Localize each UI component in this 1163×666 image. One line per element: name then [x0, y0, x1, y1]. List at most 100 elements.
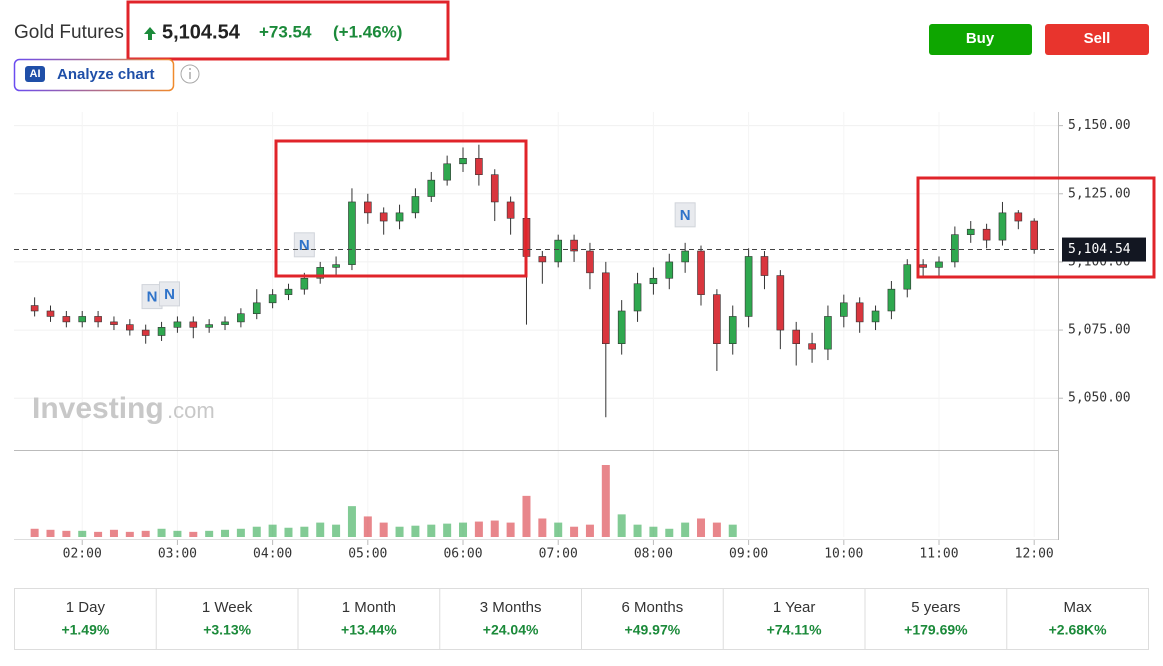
- highlight-box: [274, 139, 528, 278]
- info-icon[interactable]: [180, 64, 200, 84]
- candle-body: [506, 201, 515, 219]
- candle-body: [268, 294, 277, 304]
- buy-button-bg: [929, 24, 1032, 55]
- candle-body: [427, 179, 436, 197]
- performance-cell[interactable]: 5 years +179.69%: [864, 589, 968, 649]
- volume-bar: [363, 516, 372, 537]
- candle-body: [998, 212, 1007, 241]
- performance-cell[interactable]: 1 Year +74.11%: [722, 589, 822, 649]
- volume-bar: [395, 526, 404, 537]
- volume-bar: [585, 524, 594, 537]
- candle-body: [443, 163, 451, 181]
- price-change-pct: (+1.46%): [333, 22, 402, 41]
- period-label: 5 years: [911, 599, 960, 616]
- candle-body: [78, 316, 87, 323]
- candle-body: [490, 174, 499, 203]
- volume-bar: [316, 522, 325, 537]
- news-marker[interactable]: N: [674, 202, 696, 228]
- period-change: +2.68K%: [1049, 622, 1108, 638]
- period-label: 3 Months: [480, 599, 542, 616]
- candle-body: [713, 294, 721, 344]
- volume-bar: [62, 530, 71, 537]
- candle-body: [395, 212, 404, 222]
- candle-body: [935, 261, 943, 268]
- news-marker[interactable]: N: [141, 284, 163, 310]
- candle-body: [966, 228, 975, 235]
- volume-bar: [173, 530, 182, 537]
- performance-cell[interactable]: 1 Week +3.13%: [155, 589, 253, 649]
- performance-cell[interactable]: 1 Day +1.49%: [61, 599, 109, 638]
- volume-bar: [221, 529, 230, 537]
- performance-cell[interactable]: 1 Month +13.44%: [297, 589, 397, 649]
- sell-button-bg: [1045, 24, 1149, 55]
- volume-bar: [474, 521, 483, 537]
- x-tick-label: 12:00: [1015, 547, 1054, 562]
- news-marker-bg: [158, 281, 180, 307]
- candle-body: [808, 343, 816, 350]
- ai-label: AI: [30, 68, 41, 80]
- candle-body: [570, 239, 578, 252]
- y-tick-label: 5,125.00: [1068, 186, 1131, 201]
- candle-body: [728, 316, 737, 344]
- candle-body: [649, 277, 658, 285]
- volume-bar: [78, 530, 87, 537]
- sell-button[interactable]: Sell: [1045, 24, 1149, 55]
- candle-body: [744, 256, 753, 317]
- x-tick-label: 07:00: [539, 547, 578, 562]
- volume-bar: [268, 524, 277, 537]
- candle-body: [855, 302, 864, 323]
- candle-body: [792, 329, 801, 344]
- volume-bar: [427, 524, 436, 537]
- volume-bar: [570, 526, 579, 537]
- analyze-label: Analyze chart: [57, 66, 155, 83]
- y-tick-label: 5,150.00: [1068, 118, 1131, 133]
- news-marker-label: N: [299, 237, 310, 254]
- up-arrow: [144, 27, 156, 40]
- period-label: 1 Week: [202, 599, 253, 616]
- volume-bar: [252, 526, 261, 537]
- volume-bar: [633, 524, 642, 537]
- volume-bar: [347, 506, 356, 537]
- volume-bar: [554, 522, 563, 537]
- buy-button[interactable]: Buy: [929, 24, 1032, 55]
- candle-body: [221, 321, 229, 325]
- candle-body: [554, 239, 563, 263]
- volume-bar: [46, 529, 55, 537]
- last-price-bg: [1062, 237, 1146, 262]
- candle-body: [316, 267, 325, 279]
- x-tick-label: 10:00: [824, 547, 863, 562]
- performance-cell[interactable]: 6 Months +49.97%: [581, 589, 684, 649]
- candle-body: [776, 275, 785, 331]
- period-change: +49.97%: [625, 622, 681, 638]
- candle-body: [284, 288, 293, 295]
- period-label: 1 Month: [342, 599, 396, 616]
- highlight-box: [126, 0, 450, 61]
- news-marker[interactable]: N: [158, 281, 180, 307]
- performance-table: 1 Day +1.49% 1 Week +3.13% 1 Month +13.44% 3 M…: [14, 588, 1149, 650]
- watermark-brand: Investing: [32, 392, 164, 425]
- candle-body: [173, 321, 182, 328]
- candle-body: [332, 264, 340, 268]
- news-marker[interactable]: N: [293, 232, 315, 258]
- period-label: 1 Year: [773, 599, 816, 616]
- x-tick-label: 08:00: [634, 547, 673, 562]
- candle-body: [189, 321, 198, 328]
- analyze-button-bg: [13, 58, 175, 92]
- candle-body: [364, 201, 372, 214]
- chart: 5,050.005,075.005,100.005,125.005,150.00…: [14, 112, 1146, 562]
- performance-cell[interactable]: Max +2.68K%: [1006, 589, 1108, 649]
- candle-body: [887, 288, 896, 312]
- candle-body: [300, 277, 309, 290]
- analyze-chart-button[interactable]: AI Analyze chart: [13, 58, 175, 92]
- candle-body: [110, 321, 118, 325]
- x-tick-label: 09:00: [729, 547, 768, 562]
- period-label: Max: [1063, 599, 1092, 616]
- volume-bar: [538, 518, 547, 537]
- candle-body: [919, 264, 927, 268]
- volume-bar: [459, 522, 468, 537]
- period-label: 1 Day: [66, 599, 106, 616]
- candle-body: [681, 250, 689, 263]
- performance-cell[interactable]: 3 Months +24.04%: [439, 589, 542, 649]
- volume-bar: [681, 522, 690, 537]
